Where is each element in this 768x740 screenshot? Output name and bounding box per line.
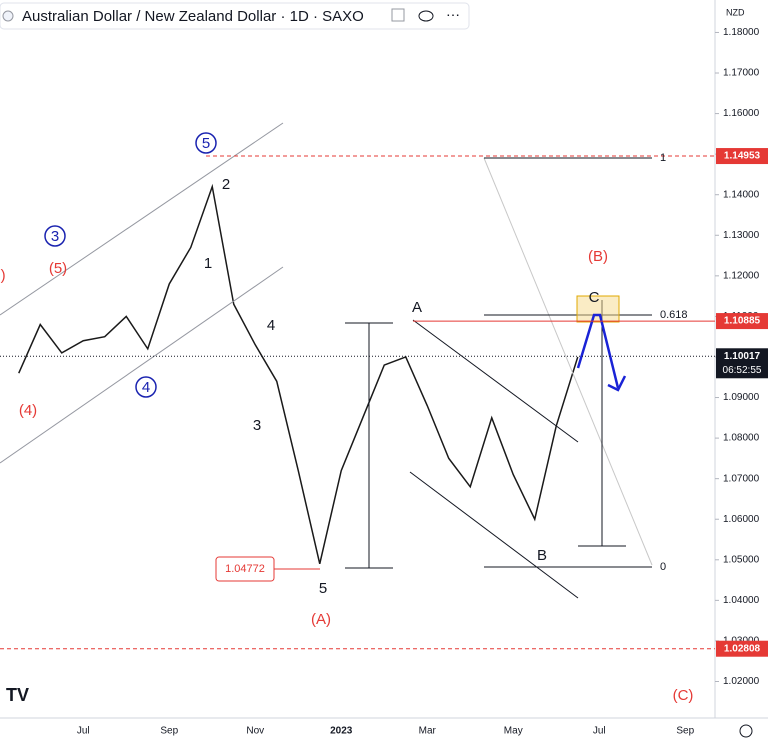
y-tick-label: 1.07000	[723, 473, 760, 484]
projection-arrowhead	[607, 375, 627, 392]
x-tick-label: 2023	[330, 726, 353, 737]
wave-label: (4)	[19, 402, 37, 419]
drawings	[345, 157, 652, 599]
wave-label: 1	[204, 255, 212, 272]
target-box	[576, 295, 620, 323]
settings-button[interactable]	[739, 724, 753, 738]
wave-circle	[195, 132, 217, 154]
y-tick-label: 1.09000	[723, 392, 760, 403]
wave-label: B	[537, 547, 547, 564]
fib-label: 0	[660, 561, 666, 573]
fib-diagonal	[483, 157, 653, 566]
wave-circle	[135, 376, 157, 398]
low-label-box	[215, 556, 275, 582]
wave-label: 3	[253, 417, 261, 434]
y-tick-label: 1.18000	[723, 27, 760, 38]
channel-line	[0, 122, 284, 316]
y-tick-label: 1.05000	[723, 554, 760, 565]
price-line	[18, 183, 579, 565]
price-label-box	[716, 640, 768, 657]
wave-label: 3	[51, 228, 59, 245]
x-tick-label: Sep	[160, 726, 178, 737]
wave-label: (C)	[673, 687, 694, 704]
price-label: 1.02808	[724, 643, 761, 654]
wave-label: 4	[267, 317, 275, 334]
x-tick-label: Mar	[419, 726, 437, 737]
price-label: 1.10017	[724, 351, 761, 362]
wave-label: 3)	[0, 267, 6, 284]
wave-label: A	[412, 299, 422, 316]
x-tick-label: May	[504, 726, 523, 737]
logo: TV	[6, 685, 29, 705]
price-label-box	[716, 348, 768, 379]
fib-label: 0.618	[660, 309, 688, 321]
wave-circle	[44, 225, 66, 247]
y-tick-label: 1.08000	[723, 433, 760, 444]
wave-label: 5	[202, 135, 210, 152]
wedge-line	[412, 319, 579, 443]
y-tick-label: 1.16000	[723, 108, 760, 119]
price-label: 1.10885	[724, 316, 761, 327]
drawings	[0, 122, 653, 566]
wave-label: (A)	[311, 611, 331, 628]
price-label-box	[716, 148, 768, 165]
wave-label: (5)	[49, 260, 67, 277]
wave-label: C	[589, 289, 600, 306]
wave-label: 2	[222, 176, 230, 193]
projection-arrow	[576, 313, 620, 389]
y-tick-label: 1.14000	[723, 189, 760, 200]
header-button[interactable]	[391, 8, 405, 22]
wave-label: 4	[142, 379, 150, 396]
x-tick-label: Sep	[676, 726, 694, 737]
x-tick-label: Jul	[593, 726, 606, 737]
y-tick-label: 1.13000	[723, 230, 760, 241]
wedge-line	[409, 471, 579, 599]
header-box	[0, 2, 470, 30]
wave-label: 5	[319, 580, 327, 597]
countdown: 06:52:55	[723, 365, 762, 376]
currency-label: NZD	[726, 7, 745, 17]
y-tick-label: 1.06000	[723, 514, 760, 525]
wave-label: (B)	[588, 248, 608, 265]
fib-label: 1	[660, 152, 666, 164]
y-tick-label: 1.12000	[723, 270, 760, 281]
y-tick-label: 1.17000	[723, 68, 760, 79]
symbol-icon	[2, 10, 14, 22]
x-tick-label: Nov	[246, 726, 264, 737]
price-label: 1.14953	[724, 151, 761, 162]
y-tick-label: 1.02000	[723, 676, 760, 687]
price-label-box	[716, 313, 768, 330]
x-tick-label: Jul	[77, 726, 90, 737]
more-button[interactable]: ⋯	[446, 7, 460, 23]
low-label: 1.04772	[225, 563, 265, 575]
y-tick-label: 1.04000	[723, 595, 760, 606]
channel-line	[0, 266, 284, 464]
symbol-title: Australian Dollar / New Zealand Dollar ·…	[22, 8, 364, 25]
visibility-button[interactable]	[418, 10, 434, 22]
